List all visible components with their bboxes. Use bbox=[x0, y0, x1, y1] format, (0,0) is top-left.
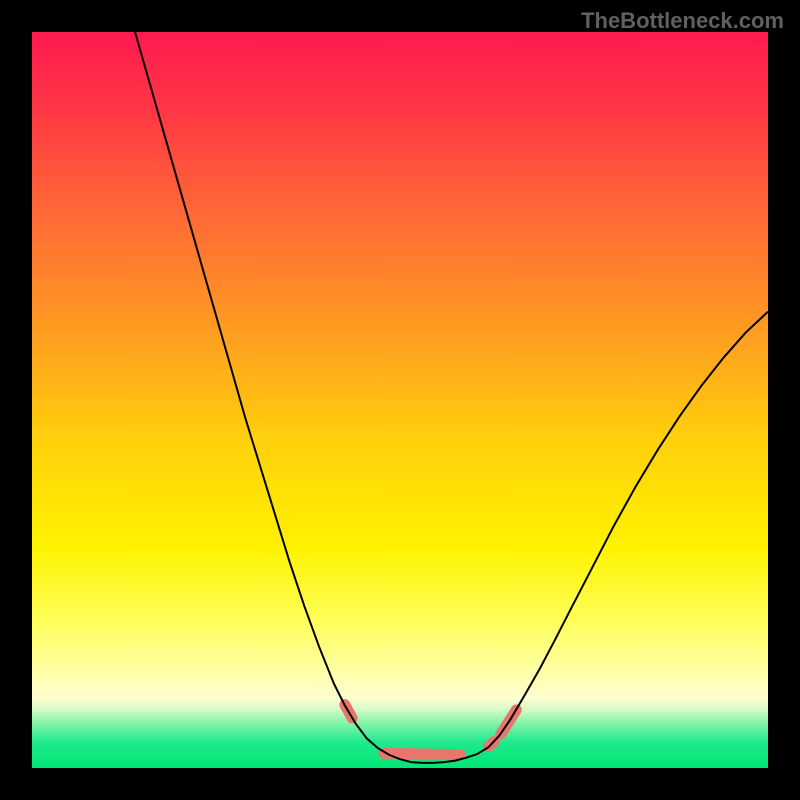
watermark-text: TheBottleneck.com bbox=[581, 8, 784, 34]
plot-area bbox=[32, 32, 768, 768]
frame-border-right bbox=[768, 0, 800, 800]
chart-canvas: { "watermark": { "text": "TheBottleneck.… bbox=[0, 0, 800, 800]
frame-border-bottom bbox=[0, 768, 800, 800]
frame-border-left bbox=[0, 0, 32, 800]
